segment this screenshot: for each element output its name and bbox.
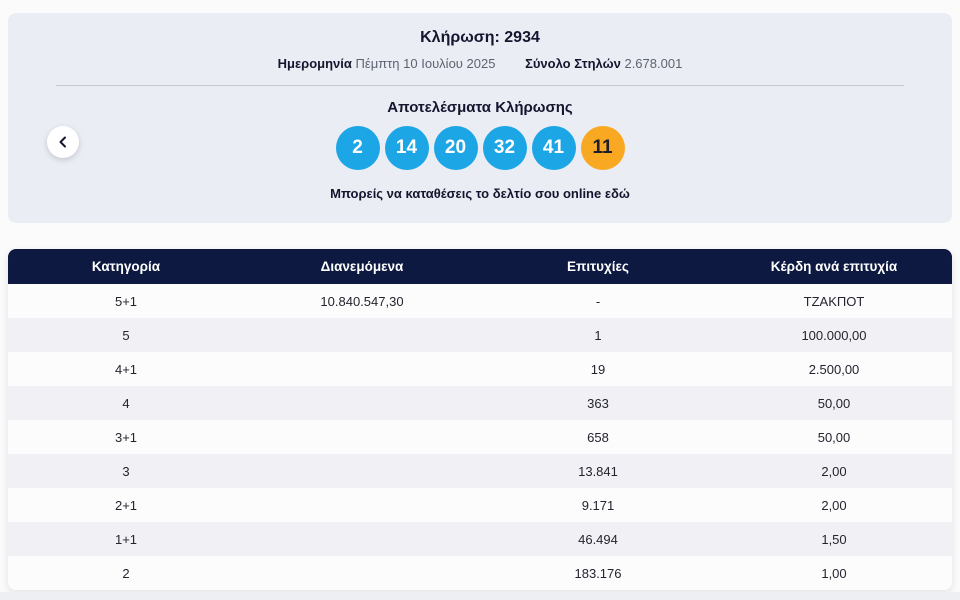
number-ball: 32	[482, 126, 527, 170]
results-heading: Αποτελέσματα Κλήρωσης	[387, 99, 573, 116]
table-cell: 1,00	[821, 565, 847, 581]
table-cell: 46.494	[578, 531, 618, 547]
total-columns-label: Σύνολο Στηλών	[525, 56, 621, 71]
total-columns-value: 2.678.001	[624, 56, 683, 71]
table-row: 3+1 658 50,00	[8, 420, 952, 454]
table-row: 3 13.841 2,00	[8, 454, 952, 488]
table-row: 5+1 10.840.547,30 - ΤΖΑΚΠΟΤ	[8, 284, 952, 318]
chevron-left-icon	[58, 136, 68, 148]
panel-divider	[56, 85, 904, 86]
draw-date-label: Ημερομηνία	[277, 56, 352, 71]
joker-ball: 11	[580, 126, 625, 170]
table-cell: ΤΖΑΚΠΟΤ	[803, 293, 865, 309]
table-header-row: Κατηγορία Διανεμόμενα Επιτυχίες Κέρδη ανά ε…	[8, 249, 952, 284]
table-cell: 100.000,00	[801, 327, 867, 343]
table-cell: 2,00	[821, 497, 847, 513]
winnings-table: Κατηγορία Διανεμόμενα Επιτυχίες Κέρδη ανά ε…	[8, 249, 952, 590]
table-header-cell: Επιτυχίες	[567, 259, 629, 274]
table-cell: 658	[587, 429, 609, 445]
table-cell: -	[595, 293, 601, 309]
table-cell: 2,00	[821, 463, 847, 479]
previous-draw-button[interactable]	[47, 126, 79, 158]
draw-date: Ημερομηνία Πέμπτη 10 Ιουλίου 2025	[278, 56, 496, 71]
winning-numbers: 2 14 20 32 41 11	[8, 126, 952, 170]
table-row: 2+1 9.171 2,00	[8, 488, 952, 522]
draw-summary-panel: Κλήρωση: 2934 Ημερομηνία Πέμπτη 10 Ιουλί…	[8, 13, 952, 223]
table-header-cell: Διανεμόμενα	[320, 259, 404, 274]
page-bottom-strip	[0, 592, 960, 600]
table-cell: 1	[594, 327, 602, 343]
table-cell: 1,50	[821, 531, 847, 547]
number-ball: 2	[335, 126, 380, 170]
table-body: 5+1 10.840.547,30 - ΤΖΑΚΠΟΤ 5 1 100.000,00 4+1 1…	[8, 284, 952, 590]
table-row: 2 183.176 1,00	[8, 556, 952, 590]
draw-title: Κλήρωση: 2934	[8, 29, 952, 47]
total-columns: Σύνολο Στηλών 2.678.001	[525, 56, 682, 71]
table-cell: 2.500,00	[808, 361, 860, 377]
table-row: 5 1 100.000,00	[8, 318, 952, 352]
number-ball: 41	[531, 126, 576, 170]
table-cell: 9.171	[581, 497, 615, 513]
table-row: 4 363 50,00	[8, 386, 952, 420]
table-cell: 3	[122, 463, 130, 479]
table-cell: 13.841	[578, 463, 618, 479]
table-row: 1+1 46.494 1,50	[8, 522, 952, 556]
table-cell: 1+1	[114, 531, 138, 547]
draw-date-value: Πέμπτη 10 Ιουλίου 2025	[355, 56, 496, 71]
table-cell: 19	[590, 361, 606, 377]
table-cell: 2+1	[114, 497, 138, 513]
table-cell: 4	[122, 395, 130, 411]
table-cell: 5	[122, 327, 130, 343]
table-cell: 5+1	[114, 293, 138, 309]
table-header-cell: Κατηγορία	[91, 259, 161, 274]
table-cell: 3+1	[114, 429, 138, 445]
number-ball: 14	[384, 126, 429, 170]
table-cell: 363	[587, 395, 609, 411]
draw-title-label: Κλήρωση:	[420, 29, 500, 46]
table-cell: 10.840.547,30	[320, 293, 404, 309]
table-cell: 183.176	[574, 565, 622, 581]
table-header-cell: Κέρδη ανά επιτυχία	[770, 259, 898, 274]
draw-number: 2934	[504, 29, 540, 46]
table-cell: 4+1	[114, 361, 138, 377]
online-submit-link[interactable]: Μπορείς να καταθέσεις το δελτίο σου onli…	[330, 186, 630, 201]
number-ball: 20	[433, 126, 478, 170]
table-cell: 50,00	[817, 395, 851, 411]
draw-meta: Ημερομηνία Πέμπτη 10 Ιουλίου 2025 Σύνολο…	[8, 56, 952, 71]
table-row: 4+1 19 2.500,00	[8, 352, 952, 386]
table-cell: 50,00	[817, 429, 851, 445]
table-cell: 2	[122, 565, 130, 581]
